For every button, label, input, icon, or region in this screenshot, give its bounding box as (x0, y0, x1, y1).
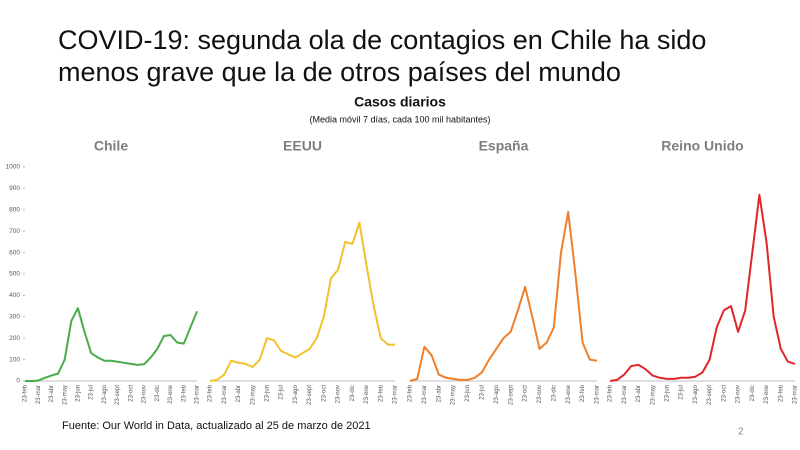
x-tick-label: 23-jul (480, 385, 486, 400)
series-line (209, 221, 395, 382)
slide-title: menos grave que la de otros países del m… (58, 57, 621, 87)
x-tick-label: 23-mar (222, 385, 228, 404)
x-tick-label: 23-jun (76, 385, 82, 402)
x-tick-label: 23-abr (436, 385, 442, 402)
x-tick-label: 23-mar (622, 385, 628, 404)
x-tick-label: 23-mar (393, 385, 399, 404)
x-tick-label: 23-sept (115, 385, 121, 405)
y-tick-label: 0 (16, 378, 20, 385)
x-tick-label: 23-abr (49, 385, 55, 402)
x-tick-label: 23-dic (350, 385, 356, 401)
x-tick-label: 23-nov (142, 385, 148, 403)
series-line (25, 307, 198, 382)
x-tick-label: 23-may (650, 385, 656, 405)
x-tick-label: 23-oct (321, 385, 327, 402)
x-tick-label: 23-mar (422, 385, 428, 404)
y-tick-label: 900 (9, 185, 20, 192)
y-tick-label: 500 (9, 271, 20, 278)
y-tick-label: 300 (9, 314, 20, 321)
x-tick-label: 23-ago (293, 384, 299, 403)
x-tick-label: 23-nov (736, 385, 742, 403)
x-tick-label: 23-sept (707, 385, 713, 405)
x-tick-label: 23-jul (89, 385, 95, 400)
x-tick-label: 23-nov (537, 385, 543, 403)
x-tick-label: 23-dic (155, 385, 161, 401)
y-tick-label: 800 (9, 207, 20, 214)
x-tick-label: 23-sept (307, 385, 313, 405)
x-tick-label: 23-ago (693, 384, 699, 403)
x-tick-label: 23-abr (236, 385, 242, 402)
x-tick-label: 23-oct (721, 385, 727, 402)
x-tick-label: 23-feb (778, 384, 784, 402)
x-tick-label: 23-mar (793, 385, 799, 404)
x-tick-label: 23-feb (580, 384, 586, 402)
x-tick-label: 23-feb (208, 384, 214, 402)
x-tick-label: 23-ago (102, 384, 108, 403)
x-tick-label: 23-ago (494, 384, 500, 403)
x-tick-label: 23-abr (636, 385, 642, 402)
y-tick-label: 400 (9, 292, 20, 299)
series-line (609, 193, 796, 382)
x-tick-label: 23-may (451, 385, 457, 405)
y-tick-label: 600 (9, 249, 20, 256)
x-tick-label: 23-mar (595, 385, 601, 404)
page-number: 2 (738, 427, 744, 438)
x-tick-label: 23-sept (508, 385, 514, 405)
x-tick-label: 23-ene (764, 384, 770, 403)
y-tick-label: 1000 (6, 164, 21, 171)
x-tick-label: 23-dic (551, 385, 557, 401)
x-tick-label: 23-ene (566, 384, 572, 403)
x-tick-label: 23-jun (465, 385, 471, 402)
y-tick-label: 100 (9, 356, 20, 363)
x-tick-label: 23-jul (679, 385, 685, 400)
x-tick-label: 23-jul (279, 385, 285, 400)
x-tick-label: 23-mar (36, 385, 42, 404)
slide-title: COVID-19: segunda ola de contagios en Ch… (58, 25, 706, 55)
x-tick-label: 23-mar (195, 385, 201, 404)
x-tick-label: 23-feb (608, 384, 614, 402)
x-tick-label: 23-ene (364, 384, 370, 403)
x-tick-label: 23-feb (181, 384, 187, 402)
x-tick-label: 23-oct (128, 385, 134, 402)
x-tick-label: 23-may (250, 385, 256, 405)
x-tick-label: 23-jun (265, 385, 271, 402)
x-tick-label: 23-jun (665, 385, 671, 402)
x-tick-label: 23-dic (750, 385, 756, 401)
y-tick-label: 700 (9, 228, 20, 235)
source-note: Fuente: Our World in Data, actualizado a… (62, 420, 371, 432)
panel-title: Chile (94, 138, 128, 154)
x-tick-label: 23-feb (408, 384, 414, 402)
panel-title: Reino Unido (661, 138, 743, 154)
chart-subtitle: (Media móvil 7 días, cada 100 mil habita… (309, 114, 490, 124)
x-tick-label: 23-feb (378, 384, 384, 402)
x-tick-label: 23-nov (336, 385, 342, 403)
x-tick-label: 23-oct (523, 385, 529, 402)
panel-title: España (479, 138, 529, 154)
y-tick-label: 200 (9, 335, 20, 342)
x-tick-label: 23-feb (23, 384, 29, 402)
x-tick-label: 23-may (62, 385, 68, 405)
x-tick-label: 23-ene (168, 384, 174, 403)
chart-title: Casos diarios (354, 94, 446, 110)
series-line (409, 210, 598, 382)
panel-title: EEUU (283, 138, 322, 154)
